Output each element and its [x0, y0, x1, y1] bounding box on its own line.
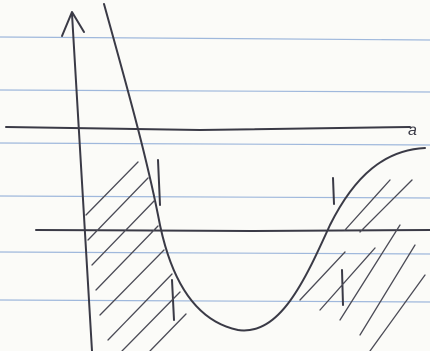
page: {"sketch": {"axis_label": "a"}} a [0, 0, 430, 351]
sketch: a [0, 0, 430, 351]
tick [342, 270, 343, 305]
tick [333, 178, 334, 204]
baseline [36, 230, 430, 231]
axis-label: a [408, 122, 417, 139]
